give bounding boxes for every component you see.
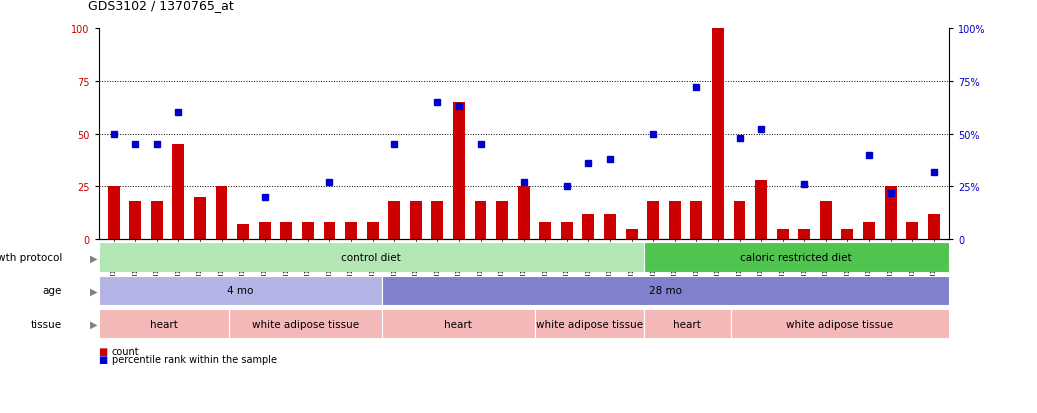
- Bar: [841, 229, 853, 240]
- Bar: [712, 29, 724, 240]
- Bar: [496, 202, 508, 240]
- Bar: [216, 187, 227, 240]
- Bar: [863, 223, 875, 240]
- Bar: [475, 202, 486, 240]
- Text: ▶: ▶: [90, 319, 97, 329]
- Bar: [906, 223, 918, 240]
- Bar: [755, 180, 767, 240]
- Bar: [237, 225, 249, 240]
- Bar: [644, 309, 731, 339]
- Text: control diet: control diet: [341, 253, 401, 263]
- Text: ■: ■: [99, 354, 108, 364]
- Bar: [410, 202, 422, 240]
- Text: white adipose tissue: white adipose tissue: [252, 319, 359, 329]
- Bar: [625, 229, 638, 240]
- Bar: [172, 145, 185, 240]
- Bar: [777, 229, 788, 240]
- Text: heart: heart: [150, 319, 178, 329]
- Bar: [194, 197, 206, 240]
- Bar: [382, 309, 535, 339]
- Bar: [259, 223, 271, 240]
- Bar: [99, 276, 382, 306]
- Text: ■: ■: [99, 346, 108, 356]
- Bar: [820, 202, 832, 240]
- Bar: [583, 214, 594, 240]
- Text: percentile rank within the sample: percentile rank within the sample: [112, 354, 277, 364]
- Text: tissue: tissue: [31, 319, 62, 329]
- Bar: [130, 202, 141, 240]
- Bar: [731, 309, 949, 339]
- Bar: [324, 223, 335, 240]
- Bar: [798, 229, 810, 240]
- Bar: [367, 223, 379, 240]
- Text: 4 mo: 4 mo: [227, 286, 253, 296]
- Text: growth protocol: growth protocol: [0, 253, 62, 263]
- Text: ▶: ▶: [90, 286, 97, 296]
- Bar: [733, 202, 746, 240]
- Text: caloric restricted diet: caloric restricted diet: [740, 253, 852, 263]
- Bar: [928, 214, 940, 240]
- Bar: [669, 202, 680, 240]
- Bar: [388, 202, 400, 240]
- Bar: [539, 223, 552, 240]
- Bar: [431, 202, 443, 240]
- Bar: [885, 187, 897, 240]
- Text: white adipose tissue: white adipose tissue: [786, 319, 894, 329]
- Text: age: age: [43, 286, 62, 296]
- Bar: [535, 309, 644, 339]
- Bar: [605, 214, 616, 240]
- Bar: [302, 223, 314, 240]
- Bar: [108, 187, 119, 240]
- Bar: [647, 202, 660, 240]
- Bar: [691, 202, 702, 240]
- Text: GDS3102 / 1370765_at: GDS3102 / 1370765_at: [88, 0, 234, 12]
- Bar: [382, 276, 949, 306]
- Bar: [280, 223, 292, 240]
- Text: heart: heart: [673, 319, 701, 329]
- Text: ▶: ▶: [90, 253, 97, 263]
- Bar: [517, 187, 530, 240]
- Bar: [561, 223, 572, 240]
- Bar: [229, 309, 382, 339]
- Bar: [99, 309, 229, 339]
- Text: count: count: [112, 346, 140, 356]
- Bar: [644, 243, 949, 273]
- Bar: [150, 202, 163, 240]
- Bar: [453, 102, 465, 240]
- Bar: [99, 243, 644, 273]
- Bar: [345, 223, 357, 240]
- Text: white adipose tissue: white adipose tissue: [535, 319, 643, 329]
- Text: heart: heart: [444, 319, 472, 329]
- Text: 28 mo: 28 mo: [649, 286, 682, 296]
